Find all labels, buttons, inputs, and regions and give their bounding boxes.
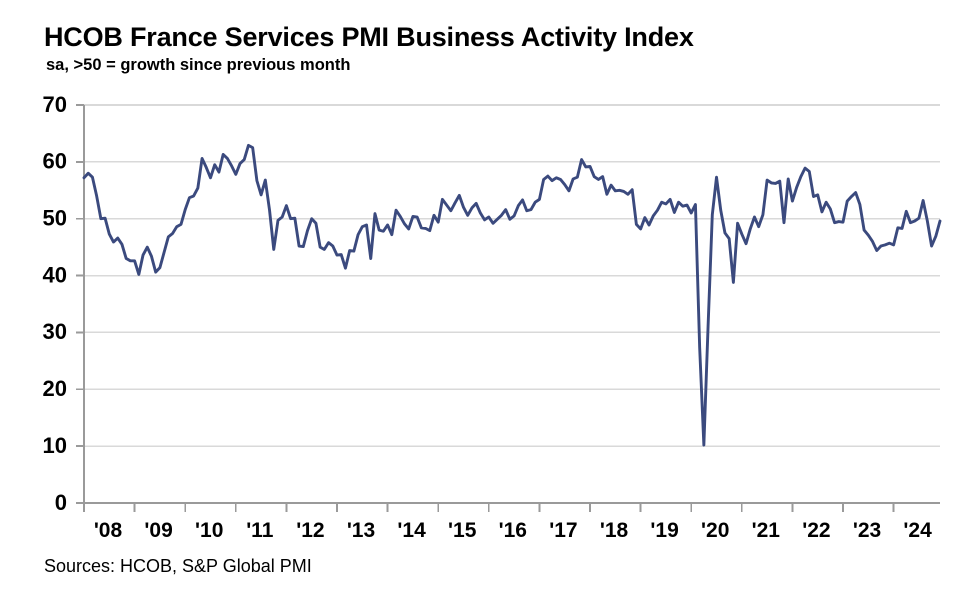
- x-axis-label-2016: '16: [499, 519, 527, 542]
- x-axis-label-2008: '08: [94, 519, 123, 542]
- x-axis-label-2009: '09: [144, 519, 172, 542]
- x-axis-label-2011: '11: [246, 519, 274, 542]
- x-axis-label-2024: '24: [903, 519, 932, 542]
- y-axis-label-0: 0: [55, 490, 67, 515]
- series-line-pmi: [82, 143, 942, 447]
- y-axis-label-60: 60: [43, 149, 67, 174]
- y-axis-label-50: 50: [43, 206, 67, 231]
- x-axis-label-2022: '22: [802, 519, 830, 542]
- y-axis-label-20: 20: [43, 376, 67, 401]
- data-series: [82, 143, 942, 447]
- x-axis-ticks: '08 '09 '10 '11 '12 '13 '14 '15 '16 '17 '18 '19 '20 '…: [83, 503, 932, 542]
- chart-subtitle: sa, >50 = growth since previous month: [46, 56, 351, 74]
- x-axis-label-2019: '19: [650, 519, 678, 542]
- y-axis-label-10: 10: [43, 433, 67, 458]
- x-axis-label-2010: '10: [195, 519, 223, 542]
- x-axis-label-2023: '23: [853, 519, 881, 542]
- y-axis-ticks: 0 10 20 30 40 50 60 70: [43, 92, 84, 515]
- x-axis-label-2020: '20: [701, 519, 729, 542]
- y-axis-label-30: 30: [43, 319, 67, 344]
- x-axis-label-2014: '14: [397, 519, 426, 542]
- x-axis-label-2015: '15: [448, 519, 477, 542]
- x-axis-label-2013: '13: [347, 519, 375, 542]
- y-axis-label-70: 70: [43, 92, 67, 117]
- x-axis-label-2012: '12: [296, 519, 324, 542]
- axis-lines: [83, 105, 940, 504]
- chart-source-note: Sources: HCOB, S&P Global PMI: [44, 556, 312, 576]
- y-axis-label-40: 40: [43, 262, 67, 287]
- chart-title: HCOB France Services PMI Business Activi…: [44, 22, 694, 52]
- x-axis-label-2017: '17: [549, 519, 577, 542]
- x-axis-label-2021: '21: [752, 519, 781, 542]
- x-axis-label-2018: '18: [600, 519, 629, 542]
- gridlines: [84, 104, 940, 504]
